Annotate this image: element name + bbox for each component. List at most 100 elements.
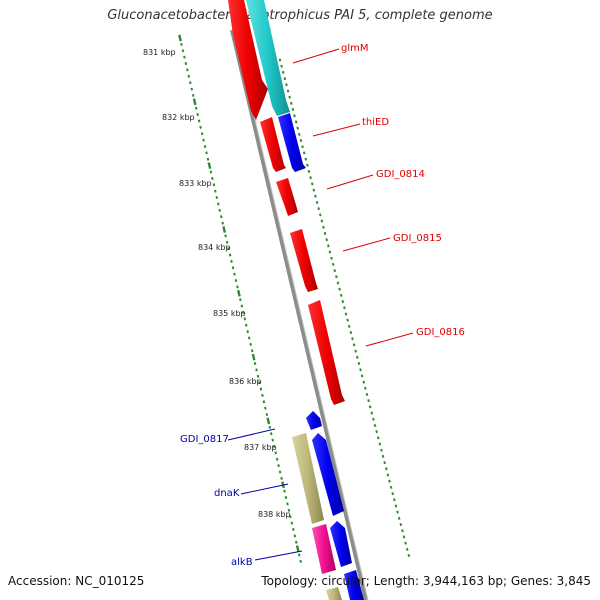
leader-line [292,48,340,64]
kbp-scale-mark [370,411,374,415]
kbp-scale-mark [356,355,359,359]
kbp-scale-mark [401,529,404,533]
kbp-scale-mark [299,139,303,143]
kbp-scale-mark [405,547,409,551]
kbp-scale-mark [221,221,224,225]
kbp-scale-mark [271,438,274,442]
genome-summary-text: Topology: circular; Length: 3,944,163 bp… [261,574,591,588]
kbp-scale-mark [381,454,385,458]
gene-label-glmM[interactable]: glmM [341,43,369,54]
kbp-scale-mark [234,279,238,283]
kbp-scale-mark [214,189,217,193]
kbp-tick-label: 837 kbp [244,443,277,452]
kbp-scale-mark [272,444,276,448]
kbp-scale-mark [389,485,393,489]
kbp-scale-mark [373,423,377,427]
kbp-scale-mark [283,77,287,81]
kbp-scale-mark [367,399,370,403]
gene-label-GDI_0814[interactable]: GDI_0814 [376,169,425,180]
kbp-scale-mark [212,183,216,187]
gene-pink-feature[interactable] [312,524,336,574]
kbp-scale-mark [266,417,271,425]
accession-text: Accession: NC_010125 [8,574,145,588]
kbp-scale-mark [347,324,351,328]
leader-line [326,174,374,190]
gene-blue-lower-feature[interactable] [344,570,364,600]
kbp-scale-mark [359,368,362,372]
kbp-scale-mark [339,293,343,297]
kbp-scale-mark [362,380,366,384]
kbp-scale-mark [194,106,198,110]
gene-GDI_0817-feature[interactable] [306,411,322,430]
kbp-scale-mark [281,70,285,74]
kbp-scale-mark [203,145,207,148]
gene-label-GDI_0816[interactable]: GDI_0816 [416,327,465,338]
kbp-scale-mark [360,374,364,378]
kbp-scale-mark [312,188,316,192]
kbp-scale-mark [365,392,369,396]
kbp-scale-mark [391,492,395,496]
kbp-scale-mark [292,527,295,531]
kbp-tick-label: 838 kbp [258,510,291,519]
gene-label-dnaK[interactable]: dnaK [214,488,240,499]
kbp-scale-mark [346,318,349,322]
kbp-scale-mark [352,343,356,347]
gene-olive-lower-feature[interactable] [326,587,342,600]
kbp-scale-mark [343,306,346,310]
kbp-scale-mark [255,368,258,372]
kbp-scale-mark [280,64,283,68]
kbp-scale-mark [187,74,191,78]
kbp-scale-mark [383,461,386,465]
kbp-scale-mark [285,83,288,87]
leader-line [312,123,361,137]
gene-GDI_0815-feature[interactable] [290,229,318,292]
kbp-scale-mark [289,515,292,519]
kbp-scale-mark [344,312,348,316]
gene-thiED-feature[interactable] [260,117,286,172]
kbp-scale-mark [261,393,264,397]
kbp-scale-mark [354,349,357,353]
gene-label-alkB[interactable]: alkB [231,557,253,568]
kbp-scale-mark [304,157,308,161]
gene-label-GDI_0817[interactable]: GDI_0817 [180,434,229,445]
gene-olive-feature[interactable] [292,433,324,524]
kbp-scale-mark [264,406,267,410]
gene-cyan-feature[interactable] [246,0,290,116]
gene-label-GDI_0815[interactable]: GDI_0815 [393,233,442,244]
gene-glmM-feature[interactable] [228,0,268,120]
kbp-scale-mark [368,405,372,409]
kbp-tick-labels: 831 kbp 832 kbp 833 kbp 834 kbp 835 kbp … [143,48,291,519]
kbp-scale-mark [372,417,375,421]
kbp-scale-mark [236,285,239,289]
gene-alkB-feature[interactable] [330,521,352,567]
kbp-scale-mark [322,225,325,229]
gene-label-thiED[interactable]: thiED [362,117,389,128]
kbp-scale-mark [219,215,223,219]
kbp-scale-mark [286,89,290,93]
gene-dnaK-feature[interactable] [312,433,344,516]
kbp-scale-mark [251,353,256,361]
kbp-scale-mark [218,208,222,212]
kbp-scale-mark [249,342,252,346]
kbp-scale-mark [307,169,311,174]
kbp-scale-mark [293,534,297,538]
gene-GDI_0816-feature[interactable] [308,300,345,405]
leader-line [365,332,414,347]
genome-title: Gluconacetobacter diazotrophicus PAI 5, … [107,8,493,23]
gene-thiED-reverse-feature[interactable] [278,113,306,172]
kbp-scale-mark [323,231,327,235]
kbp-scale-mark [283,489,286,493]
kbp-scale-mark [327,244,330,248]
kbp-scale-mark [295,545,300,552]
gene-GDI_0814-feature[interactable] [276,178,298,216]
kbp-scale-mark [250,349,254,353]
kbp-scale-mark [275,457,279,461]
kbp-scale-mark [288,95,291,99]
kbp-scale-mark [180,42,183,46]
kbp-scale-mark [268,425,272,429]
kbp-scale-mark [397,516,401,520]
kbp-scale-mark [228,253,232,257]
kbp-scale-mark [298,132,301,136]
kbp-scale-mark [320,219,324,223]
